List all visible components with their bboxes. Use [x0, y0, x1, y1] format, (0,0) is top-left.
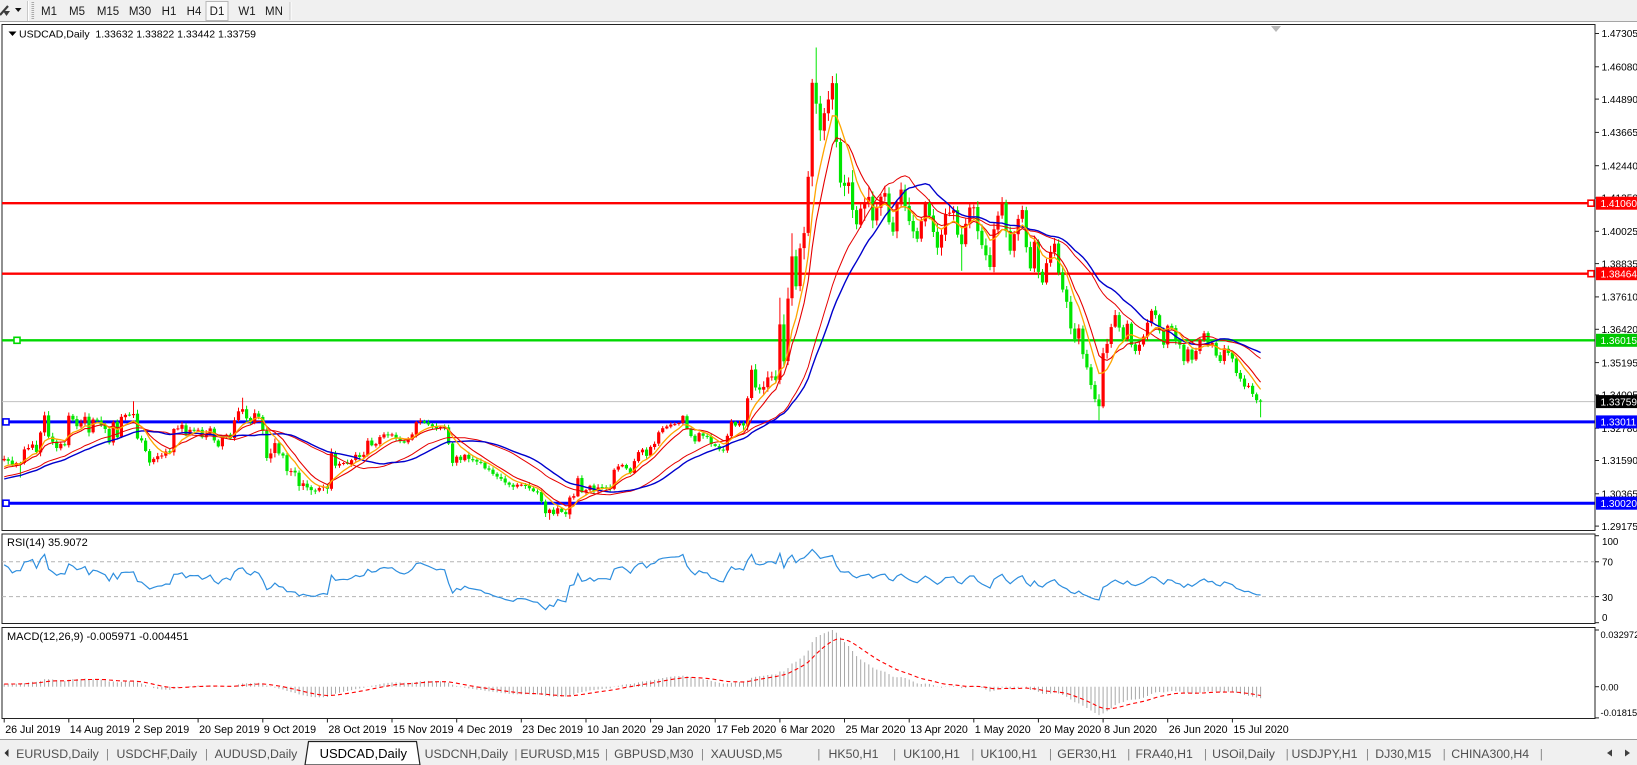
- svg-text:1.38835: 1.38835: [1602, 259, 1637, 270]
- svg-text:30: 30: [1602, 593, 1613, 604]
- svg-text:1.36420: 1.36420: [1602, 325, 1637, 336]
- svg-text:26 Jun 2020: 26 Jun 2020: [1169, 724, 1228, 736]
- svg-text:HK50,H1: HK50,H1: [829, 747, 879, 761]
- svg-text:6 Mar 2020: 6 Mar 2020: [781, 724, 835, 736]
- svg-text:M5: M5: [69, 6, 85, 18]
- svg-text:|: |: [106, 747, 109, 761]
- svg-text:1.46080: 1.46080: [1602, 63, 1637, 74]
- svg-text:AUDUSD,Daily: AUDUSD,Daily: [215, 747, 299, 761]
- svg-text:H4: H4: [187, 6, 202, 18]
- svg-text:1.40025: 1.40025: [1602, 227, 1637, 238]
- svg-text:USOil,Daily: USOil,Daily: [1212, 747, 1276, 761]
- svg-text:|: |: [1049, 747, 1052, 761]
- svg-text:|: |: [1366, 747, 1369, 761]
- svg-text:1.33011: 1.33011: [1601, 418, 1637, 429]
- svg-text:|: |: [1286, 747, 1289, 761]
- svg-text:MACD(12,26,9) -0.005971 -0.004: MACD(12,26,9) -0.005971 -0.004451: [7, 631, 189, 643]
- svg-text:W1: W1: [238, 6, 255, 18]
- svg-text:|: |: [971, 747, 974, 761]
- svg-text:USDCAD,Daily 1.33632 1.33822: USDCAD,Daily 1.33632 1.33822 1.33442 1.3…: [19, 29, 256, 41]
- svg-text:1 May 2020: 1 May 2020: [975, 724, 1031, 736]
- svg-text:|: |: [605, 747, 608, 761]
- svg-text:D1: D1: [210, 6, 225, 18]
- svg-text:0.032972: 0.032972: [1601, 630, 1637, 640]
- svg-text:|: |: [514, 747, 517, 761]
- svg-text:15 Nov 2019: 15 Nov 2019: [393, 724, 454, 736]
- svg-text:|: |: [1540, 747, 1543, 761]
- svg-text:1.36015: 1.36015: [1601, 336, 1637, 347]
- svg-text:|: |: [1127, 747, 1130, 761]
- svg-text:9 Oct 2019: 9 Oct 2019: [264, 724, 316, 736]
- svg-text:USDCNH,Daily: USDCNH,Daily: [425, 747, 509, 761]
- svg-text:17 Feb 2020: 17 Feb 2020: [716, 724, 776, 736]
- svg-text:10 Jan 2020: 10 Jan 2020: [587, 724, 646, 736]
- svg-text:25 Mar 2020: 25 Mar 2020: [846, 724, 906, 736]
- svg-text:|: |: [1443, 747, 1446, 761]
- svg-text:1.43665: 1.43665: [1602, 128, 1637, 139]
- svg-text:20 Sep 2019: 20 Sep 2019: [199, 724, 260, 736]
- svg-text:1.30020: 1.30020: [1601, 499, 1637, 510]
- svg-text:1.30365: 1.30365: [1602, 490, 1637, 501]
- svg-text:M1: M1: [41, 6, 57, 18]
- svg-text:100: 100: [1602, 537, 1619, 548]
- svg-text:1.47305: 1.47305: [1602, 29, 1637, 40]
- svg-text:UK100,H1: UK100,H1: [980, 747, 1037, 761]
- svg-text:UK100,H1: UK100,H1: [903, 747, 960, 761]
- svg-text:1.41060: 1.41060: [1601, 199, 1637, 210]
- svg-text:70: 70: [1602, 558, 1613, 569]
- svg-text:GBPUSD,M30: GBPUSD,M30: [614, 747, 693, 761]
- svg-text:1.31590: 1.31590: [1602, 456, 1637, 467]
- svg-text:26 Jul 2019: 26 Jul 2019: [5, 724, 60, 736]
- svg-text:H1: H1: [162, 6, 177, 18]
- svg-text:EURUSD,Daily: EURUSD,Daily: [16, 747, 100, 761]
- svg-text:15 Jul 2020: 15 Jul 2020: [1233, 724, 1288, 736]
- svg-text:USDCHF,Daily: USDCHF,Daily: [116, 747, 197, 761]
- svg-text:1.44890: 1.44890: [1602, 95, 1637, 106]
- svg-text:M30: M30: [129, 6, 151, 18]
- svg-text:FRA40,H1: FRA40,H1: [1135, 747, 1193, 761]
- svg-text:13 Apr 2020: 13 Apr 2020: [910, 724, 968, 736]
- svg-text:1.33759: 1.33759: [1601, 397, 1637, 408]
- svg-text:0: 0: [1602, 613, 1608, 624]
- svg-text:|: |: [701, 747, 704, 761]
- svg-text:14 Aug 2019: 14 Aug 2019: [70, 724, 130, 736]
- svg-text:EURUSD,M15: EURUSD,M15: [520, 747, 599, 761]
- svg-text:|: |: [205, 747, 208, 761]
- svg-text:GER30,H1: GER30,H1: [1057, 747, 1117, 761]
- svg-text:USDCAD,Daily: USDCAD,Daily: [320, 746, 408, 761]
- svg-text:2 Sep 2019: 2 Sep 2019: [135, 724, 190, 736]
- svg-text:23 Dec 2019: 23 Dec 2019: [522, 724, 583, 736]
- svg-text:1.32780: 1.32780: [1602, 424, 1637, 435]
- svg-text:28 Oct 2019: 28 Oct 2019: [328, 724, 386, 736]
- svg-text:1.29175: 1.29175: [1602, 522, 1637, 533]
- svg-text:8 Jun 2020: 8 Jun 2020: [1104, 724, 1157, 736]
- svg-text:RSI(14) 35.9072: RSI(14) 35.9072: [7, 537, 88, 549]
- svg-text:XAUUSD,M5: XAUUSD,M5: [711, 747, 783, 761]
- svg-text:MN: MN: [265, 6, 283, 18]
- svg-text:DJ30,M15: DJ30,M15: [1375, 747, 1431, 761]
- svg-text:1.38464: 1.38464: [1601, 269, 1637, 280]
- svg-text:|: |: [817, 747, 820, 761]
- svg-text:0.00: 0.00: [1601, 683, 1619, 693]
- svg-text:4 Dec 2019: 4 Dec 2019: [458, 724, 513, 736]
- svg-text:M15: M15: [97, 6, 119, 18]
- svg-text:1.35195: 1.35195: [1602, 358, 1637, 369]
- svg-text:29 Jan 2020: 29 Jan 2020: [652, 724, 711, 736]
- svg-text:USDJPY,H1: USDJPY,H1: [1291, 747, 1357, 761]
- svg-text:|: |: [893, 747, 896, 761]
- svg-text:1.42440: 1.42440: [1602, 161, 1637, 172]
- svg-text:|: |: [1204, 747, 1207, 761]
- svg-text:20 May 2020: 20 May 2020: [1039, 724, 1101, 736]
- svg-text:1.37610: 1.37610: [1602, 293, 1637, 304]
- svg-text:CHINA300,H4: CHINA300,H4: [1451, 747, 1529, 761]
- svg-text:-0.018154: -0.018154: [1601, 708, 1637, 718]
